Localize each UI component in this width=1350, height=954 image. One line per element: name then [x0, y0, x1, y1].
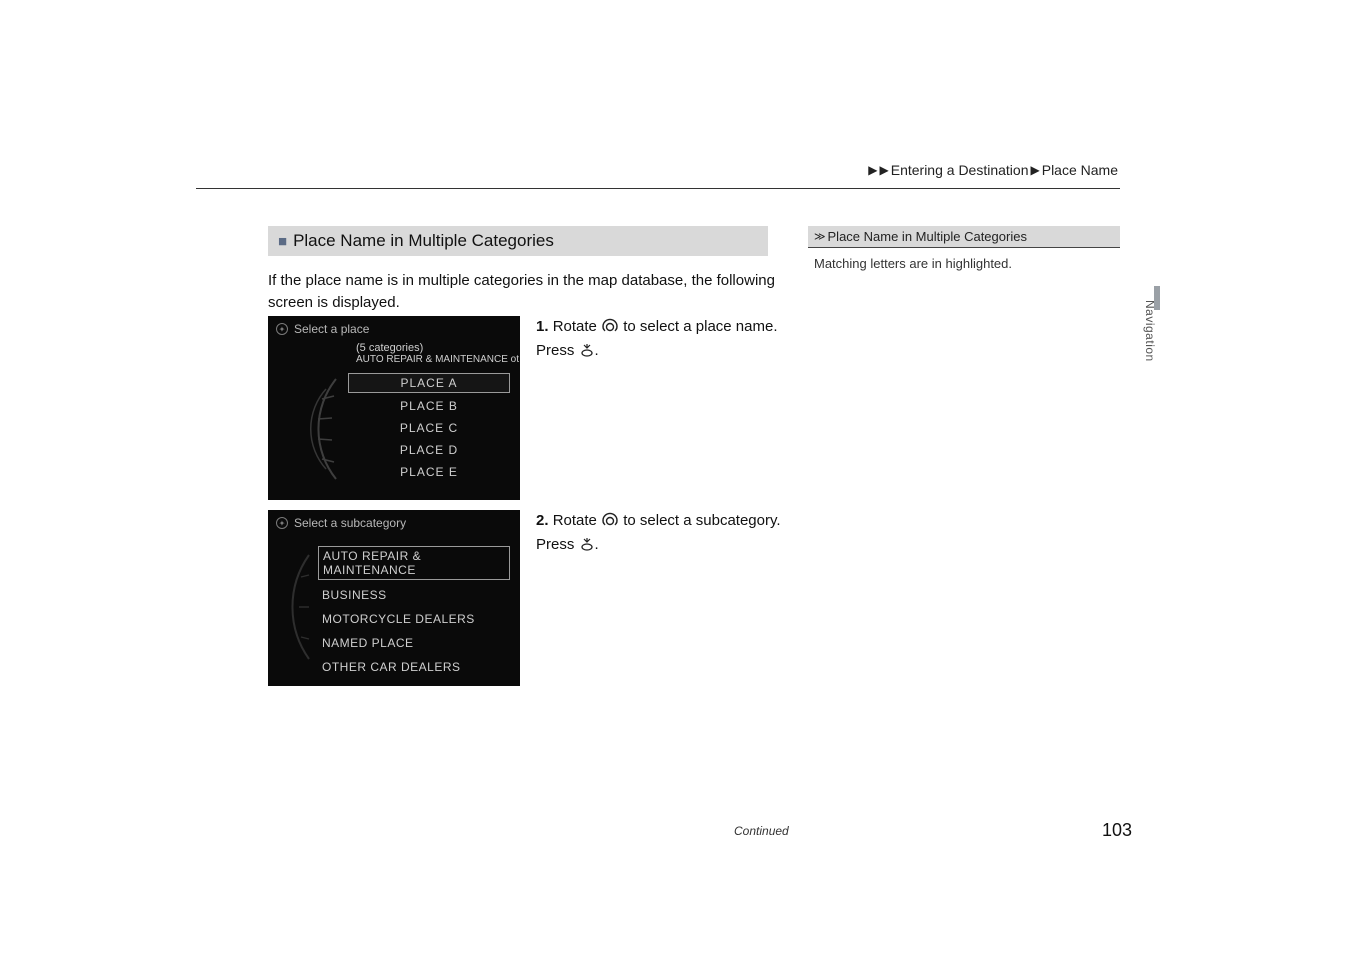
list-item: BUSINESS — [318, 586, 510, 604]
press-dial-icon — [579, 342, 595, 364]
dial-wheel-icon — [268, 369, 348, 489]
page-number: 103 — [1102, 820, 1132, 841]
screenshot-header: ✦ Select a place — [268, 316, 520, 340]
step-text: to select a place name. — [623, 318, 777, 335]
list-item: MOTORCYCLE DEALERS — [318, 610, 510, 628]
step-2: 2. Rotate to select a subcategory. Press… — [536, 510, 794, 558]
screenshot-count: (5 categories) — [268, 340, 520, 354]
press-dial-icon — [579, 536, 595, 558]
note-box: ≫ Place Name in Multiple Categories Matc… — [808, 226, 1120, 279]
screenshot-header-text: Select a subcategory — [294, 516, 406, 530]
breadcrumb: ▶ ▶ Entering a Destination ▶ Place Name — [868, 162, 1118, 178]
list-item: AUTO REPAIR & MAINTENANCE — [318, 546, 510, 580]
section-heading: ■ Place Name in Multiple Categories — [268, 226, 768, 256]
step-text: Press — [536, 342, 574, 359]
chevron-right-icon: ▶ — [1031, 163, 1040, 177]
step-number: 2. — [536, 512, 549, 529]
note-title-row: ≫ Place Name in Multiple Categories — [808, 226, 1120, 248]
breadcrumb-seg1: Entering a Destination — [891, 162, 1029, 178]
breadcrumb-seg2: Place Name — [1042, 162, 1118, 178]
divider — [196, 188, 1120, 189]
note-body: Matching letters are in highlighted. — [808, 248, 1120, 279]
section-title: Place Name in Multiple Categories — [293, 231, 554, 251]
dial-wheel-icon — [268, 540, 314, 674]
side-tab-marker — [1154, 286, 1160, 310]
step-1: 1. Rotate to select a place name. Press … — [536, 316, 794, 364]
footer-continued: Continued — [734, 824, 789, 838]
knob-icon: ✦ — [276, 323, 288, 335]
step-text: Rotate — [553, 512, 597, 529]
chevron-right-icon: ▶ — [880, 163, 889, 177]
list-item: PLACE C — [348, 419, 510, 437]
list-item: OTHER CAR DEALERS — [318, 658, 510, 676]
knob-icon: ✦ — [276, 517, 288, 529]
step-number: 1. — [536, 318, 549, 335]
step-text: Press — [536, 536, 574, 553]
step-text: . — [595, 342, 599, 359]
screenshot-header-text: Select a place — [294, 322, 369, 336]
step-text: . — [595, 536, 599, 553]
list-item: PLACE B — [348, 397, 510, 415]
double-chevron-icon: ≫ — [814, 230, 824, 243]
intro-text: If the place name is in multiple categor… — [268, 270, 792, 314]
rotate-dial-icon — [601, 512, 619, 534]
screenshot-list: AUTO REPAIR & MAINTENANCE BUSINESS MOTOR… — [314, 540, 520, 674]
step-text: to select a subcategory. — [623, 512, 780, 529]
step-text: Rotate — [553, 318, 597, 335]
rotate-dial-icon — [601, 318, 619, 340]
note-title: Place Name in Multiple Categories — [828, 229, 1027, 244]
list-item: NAMED PLACE — [318, 634, 510, 652]
list-item: PLACE A — [348, 373, 510, 393]
screenshot-list: PLACE A PLACE B PLACE C PLACE D PLACE E — [348, 369, 520, 489]
list-item: PLACE D — [348, 441, 510, 459]
chevron-right-icon: ▶ — [868, 163, 877, 177]
screenshot-select-place: ✦ Select a place (5 categories) AUTO REP… — [268, 316, 520, 500]
screenshot-header: ✦ Select a subcategory — [268, 510, 520, 534]
screenshot-subtitle: AUTO REPAIR & MAINTENANCE ot — [268, 354, 520, 369]
screenshot-select-subcategory: ✦ Select a subcategory AUTO REPAIR & MAI… — [268, 510, 520, 686]
square-bullet-icon: ■ — [278, 233, 287, 250]
list-item: PLACE E — [348, 463, 510, 481]
side-tab: Navigation — [1140, 300, 1160, 390]
